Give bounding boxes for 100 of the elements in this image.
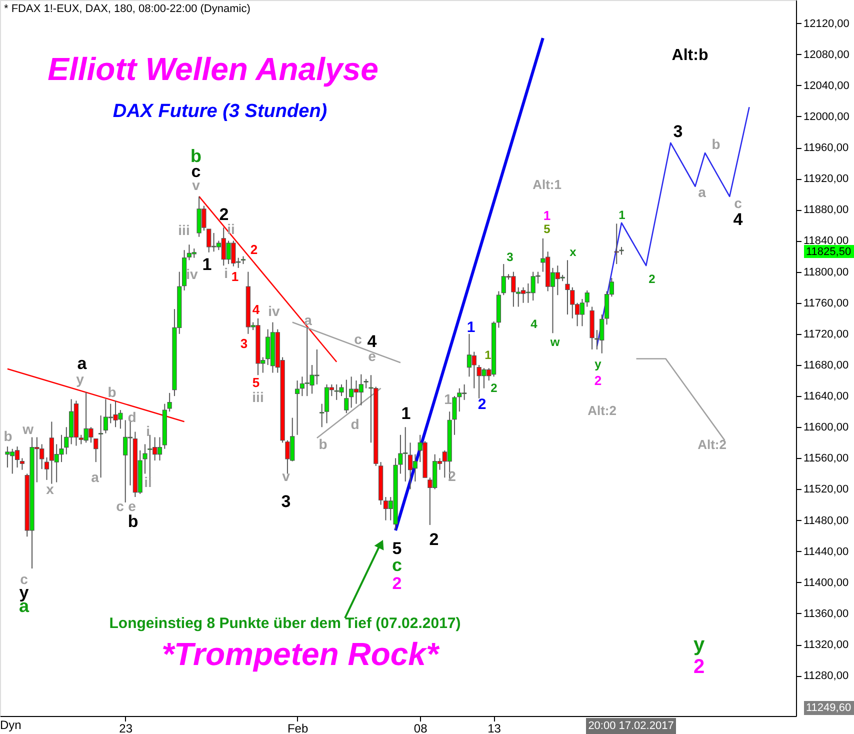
- candlestick: [452, 396, 457, 436]
- annotation: v: [282, 468, 290, 484]
- y-tick-label: 11800,00: [804, 266, 849, 278]
- annotation: iii: [252, 389, 264, 405]
- text: Dyn: [0, 718, 22, 732]
- y-tick-label: 12040,00: [804, 80, 850, 92]
- y-tick-label: 12000,00: [804, 110, 850, 123]
- annotation: * FDAX 1!-EUX, DAX, 180, 08:00-22:00 (Dynamic): [4, 3, 250, 15]
- annotation: 1: [444, 391, 452, 407]
- annotation: a: [304, 312, 312, 328]
- annotation: 2: [594, 373, 602, 388]
- annotation: ii: [227, 221, 235, 237]
- annotation: b: [4, 428, 12, 444]
- annotation: 2: [250, 242, 258, 257]
- annotation: w: [22, 421, 34, 437]
- y-tick-label: 11320,00: [804, 639, 849, 652]
- y-tick-label: 11640,00: [804, 390, 849, 403]
- annotation: 2: [693, 656, 705, 678]
- y-tick-label: 11920,00: [804, 173, 849, 186]
- annotation: c: [392, 555, 402, 575]
- annotation: 5: [252, 375, 260, 390]
- annotation: 2: [478, 396, 486, 413]
- annotation: x: [570, 245, 577, 259]
- candlestick: [98, 414, 104, 478]
- y-tick-label: 12080,00: [804, 48, 850, 61]
- candlestick: [94, 438, 98, 463]
- text: 20:00 17.02.2017: [588, 720, 674, 732]
- annotation: c: [734, 195, 742, 211]
- y-tick-label: 11960,00: [804, 142, 849, 154]
- annotation: 3: [506, 250, 514, 264]
- annotation: i: [146, 423, 150, 439]
- text: 11825,50: [806, 246, 852, 258]
- candlestick: [20, 458, 24, 470]
- annotation: 1: [401, 404, 411, 423]
- y-tick-label: 11680,00: [804, 359, 849, 372]
- annotation: 2: [648, 272, 656, 286]
- annotation: Alt:b: [672, 47, 708, 64]
- annotation: 1: [543, 208, 551, 223]
- y-tick-label: 11720,00: [804, 328, 849, 340]
- annotation: 4: [252, 302, 260, 317]
- y-tick-label: 11600,00: [804, 422, 849, 434]
- annotation: 5: [392, 539, 402, 558]
- candlestick: [142, 444, 148, 474]
- annotation: 1: [466, 319, 476, 336]
- x-tick-label: 23: [119, 722, 133, 734]
- y-tick-label: 11280,00: [804, 670, 849, 682]
- annotation: iv: [268, 303, 280, 319]
- y-tick-label: 11880,00: [804, 204, 849, 216]
- annotation: c: [354, 331, 362, 347]
- x-tick-label: 08: [414, 722, 428, 734]
- annotation: d: [350, 416, 360, 432]
- annotation: w: [549, 335, 560, 349]
- annotation: 1: [231, 269, 239, 284]
- annotation: iv: [186, 266, 198, 282]
- annotation: 3: [240, 336, 248, 351]
- text: 11249,60: [806, 702, 852, 714]
- annotation: 2: [429, 530, 439, 549]
- annotation: e: [368, 348, 376, 364]
- line-series: [596, 106, 750, 347]
- annotation: y: [76, 371, 84, 387]
- y-tick-label: 11360,00: [804, 608, 849, 620]
- annotation: 3: [281, 492, 291, 511]
- candlestick: [320, 403, 324, 428]
- annotation: 1: [484, 348, 492, 362]
- y-tick-label: 12120,00: [804, 18, 850, 30]
- annotation: 4: [367, 332, 378, 351]
- annotation: 1: [202, 255, 212, 274]
- text: Elliott Wellen Analyse: [48, 51, 378, 87]
- annotation: b: [712, 136, 720, 152]
- annotation: Alt:2: [588, 403, 616, 418]
- y-tick-label: 11440,00: [804, 546, 849, 558]
- candlestick: [584, 290, 590, 308]
- annotation: Alt:1: [532, 177, 562, 192]
- annotation: Longeinstieg 8 Punkte über dem Tief (07.02.2017): [109, 615, 461, 632]
- annotation: i: [224, 265, 228, 281]
- y-tick-label: 11840,00: [804, 235, 849, 248]
- annotation: 5: [544, 222, 551, 236]
- annotation: y: [693, 634, 706, 656]
- annotation: iii: [178, 222, 190, 238]
- candlestick: [44, 456, 50, 480]
- annotation: c: [116, 498, 124, 514]
- annotation: y: [594, 357, 602, 371]
- y-tick-label: 11560,00: [804, 452, 849, 465]
- annotation: a: [91, 469, 100, 485]
- candlestick: [565, 260, 570, 316]
- y-tick-label: 11760,00: [804, 297, 849, 310]
- candlestick: [294, 380, 300, 436]
- candlestick: [344, 379, 349, 414]
- text: DAX Future (3 Stunden): [112, 101, 328, 122]
- annotation: 2: [490, 381, 498, 395]
- y-tick-label: 11400,00: [804, 576, 849, 589]
- y-tick-label: 11520,00: [804, 484, 849, 496]
- candlestick: [167, 392, 172, 412]
- annotation: d: [128, 409, 136, 425]
- annotation: 2: [219, 205, 229, 224]
- annotation: b: [318, 436, 328, 452]
- x-tick-label: Feb: [287, 722, 308, 734]
- annotation: a: [77, 354, 88, 373]
- annotation: ii: [144, 474, 152, 490]
- annotation: *Trompeten Rock*: [162, 636, 440, 672]
